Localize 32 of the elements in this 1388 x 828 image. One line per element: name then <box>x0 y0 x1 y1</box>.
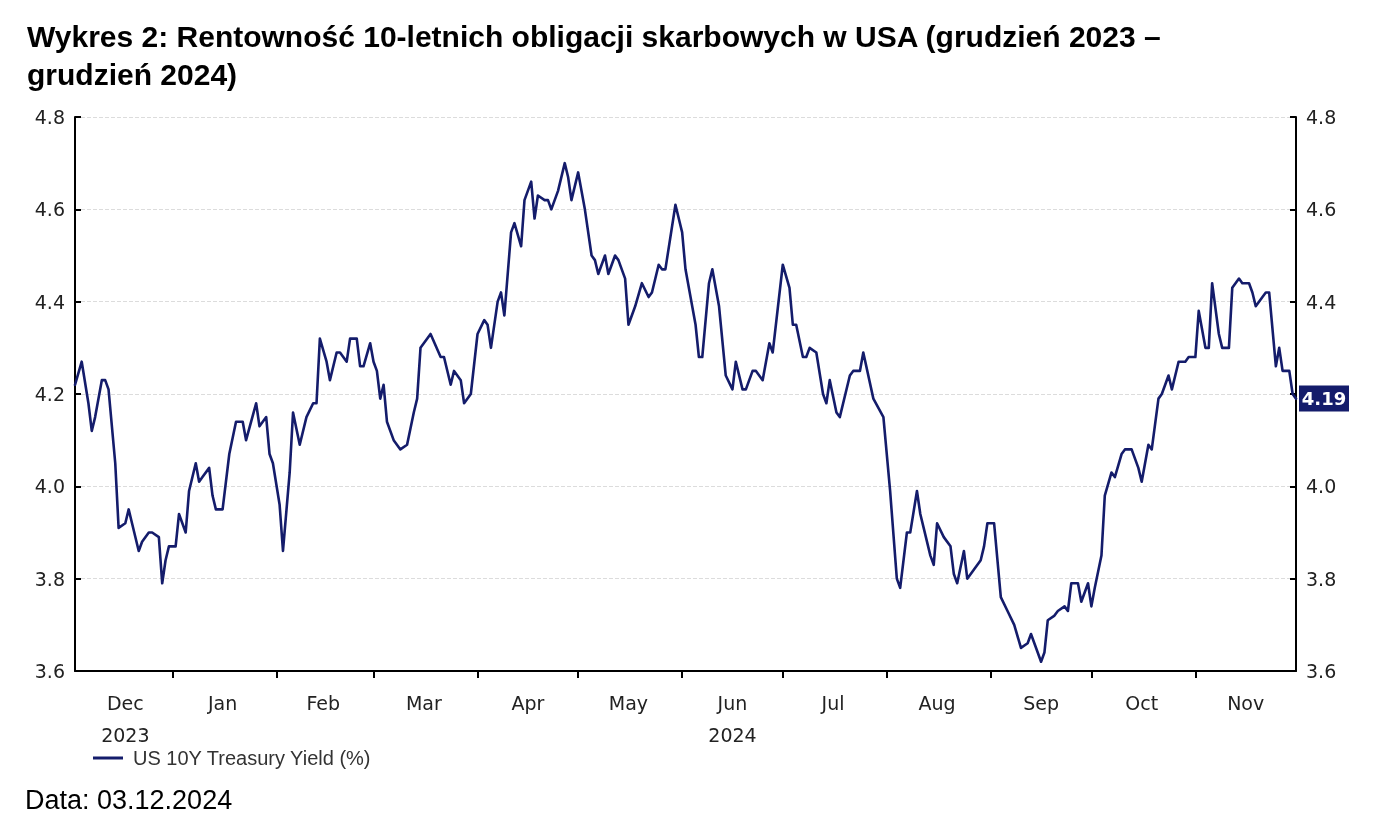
x2-tick-label: 2024 <box>708 723 757 746</box>
x-tick-label: Dec <box>106 692 144 714</box>
x-tick-label: May <box>608 692 649 714</box>
text: Data: 03.12.2024 <box>25 784 233 815</box>
x-tick-label: Jun <box>716 692 748 714</box>
x-tick-label: Feb <box>306 692 341 714</box>
y2-tick-label: 4.6 <box>1306 198 1337 221</box>
y2-tick-label: 4.4 <box>1306 290 1337 313</box>
y2-tick-label: 4.8 <box>1306 106 1337 128</box>
y-tick-label: 4.4 <box>34 290 65 313</box>
y-tick-label: 4.0 <box>34 475 65 498</box>
x-tick-label: Aug <box>918 692 956 714</box>
annotation: 4.19 <box>1301 388 1347 410</box>
x-tick-label: Jan <box>206 692 238 714</box>
y-tick-label: 4.6 <box>34 198 65 221</box>
legend-label: US 10Y Treasury Yield (%) <box>133 747 371 769</box>
x-tick-label: Apr <box>511 692 545 714</box>
y2-tick-label: 3.6 <box>1306 660 1337 682</box>
y-tick-label: 4.8 <box>34 106 65 128</box>
y2-tick-label: 3.8 <box>1306 567 1337 590</box>
x-tick-label: Oct <box>1125 692 1159 714</box>
y2-tick-label: 4.0 <box>1306 475 1337 498</box>
line-series <box>73 161 1298 664</box>
x-tick-label: Mar <box>405 692 442 714</box>
x2-tick-label: 2023 <box>101 723 150 746</box>
x-tick-label: Sep <box>1023 692 1059 714</box>
y-tick-label: 3.6 <box>34 660 65 682</box>
chart-title: Wykres 2: Rentowność 10-letnich obligacji skarbowych w USA (grudzień 2023 – grudzień 2024) <box>27 19 1169 91</box>
y-tick-label: 3.8 <box>34 567 65 590</box>
y-tick-label: 4.2 <box>34 383 65 405</box>
x-tick-label: Jul <box>820 692 845 714</box>
x-tick-label: Nov <box>1227 692 1265 714</box>
